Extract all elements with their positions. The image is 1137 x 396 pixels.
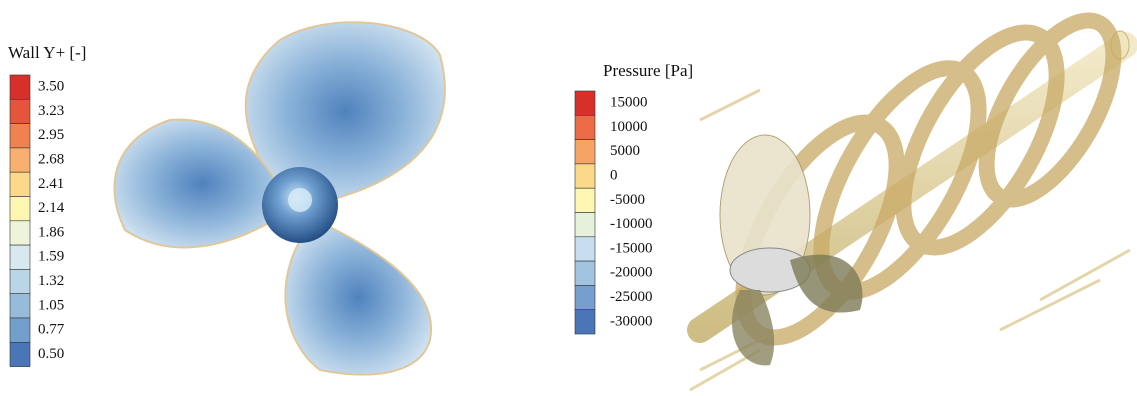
legend-tick-label: 3.23 bbox=[38, 103, 64, 119]
legend-tick-label: -20000 bbox=[610, 265, 653, 281]
legend-tick-label: 15000 bbox=[610, 95, 648, 111]
legend-tick-label: -25000 bbox=[610, 289, 653, 305]
legend-title: Pressure [Pa] bbox=[603, 61, 693, 80]
color-swatch bbox=[575, 91, 595, 115]
color-swatch bbox=[575, 115, 595, 139]
legend-tick-label: 10000 bbox=[610, 119, 648, 135]
legend-tick-label: 2.14 bbox=[38, 200, 65, 216]
color-swatch bbox=[575, 140, 595, 164]
legend-tick-label: 3.50 bbox=[38, 79, 64, 95]
legend-tick-label: 5000 bbox=[610, 143, 640, 159]
legend-tick-label: -5000 bbox=[610, 192, 645, 208]
color-swatch bbox=[10, 221, 30, 245]
legend-tick-label: 0.50 bbox=[38, 346, 64, 362]
legend-tick-label: 2.95 bbox=[38, 127, 64, 143]
legend-tick-label: 1.32 bbox=[38, 273, 64, 289]
color-swatch bbox=[575, 237, 595, 261]
legend-tick-label: 0 bbox=[610, 167, 618, 183]
legend-tick-label: 2.41 bbox=[38, 176, 64, 192]
color-swatch bbox=[575, 188, 595, 212]
propeller-render bbox=[114, 22, 444, 374]
color-swatch bbox=[10, 172, 30, 196]
color-swatch bbox=[575, 310, 595, 334]
color-swatch bbox=[10, 245, 30, 269]
legend-tick-label: -10000 bbox=[610, 216, 653, 232]
color-swatch bbox=[10, 197, 30, 221]
color-swatch bbox=[10, 342, 30, 366]
color-swatch bbox=[10, 148, 30, 172]
legend-tick-label: 1.05 bbox=[38, 297, 64, 313]
legend-tick-label: -15000 bbox=[610, 240, 653, 256]
vortex-render bbox=[690, 1, 1137, 390]
color-swatch bbox=[575, 164, 595, 188]
legend-tick-label: 1.59 bbox=[38, 249, 64, 265]
color-swatch bbox=[575, 261, 595, 285]
legend-tick-label: 0.77 bbox=[38, 322, 65, 338]
figure: Wall Y+ [-] 3.50 3.23 2.95 2.68 2.41 2.14 1.86 1… bbox=[0, 0, 1137, 396]
legend-title: Wall Y+ [-] bbox=[8, 43, 86, 62]
color-swatch bbox=[575, 213, 595, 237]
legend-tick-label: 2.68 bbox=[38, 151, 64, 167]
color-swatch bbox=[10, 318, 30, 342]
figure-canvas: Wall Y+ [-] 3.50 3.23 2.95 2.68 2.41 2.14 1.86 1… bbox=[0, 0, 1137, 396]
color-swatch bbox=[10, 124, 30, 148]
legend-tick-label: -30000 bbox=[610, 313, 653, 329]
color-swatch bbox=[10, 99, 30, 123]
color-swatch bbox=[575, 285, 595, 309]
color-swatch bbox=[10, 75, 30, 99]
legend-tick-label: 1.86 bbox=[38, 224, 65, 240]
color-swatch bbox=[10, 269, 30, 293]
color-swatch bbox=[10, 294, 30, 318]
